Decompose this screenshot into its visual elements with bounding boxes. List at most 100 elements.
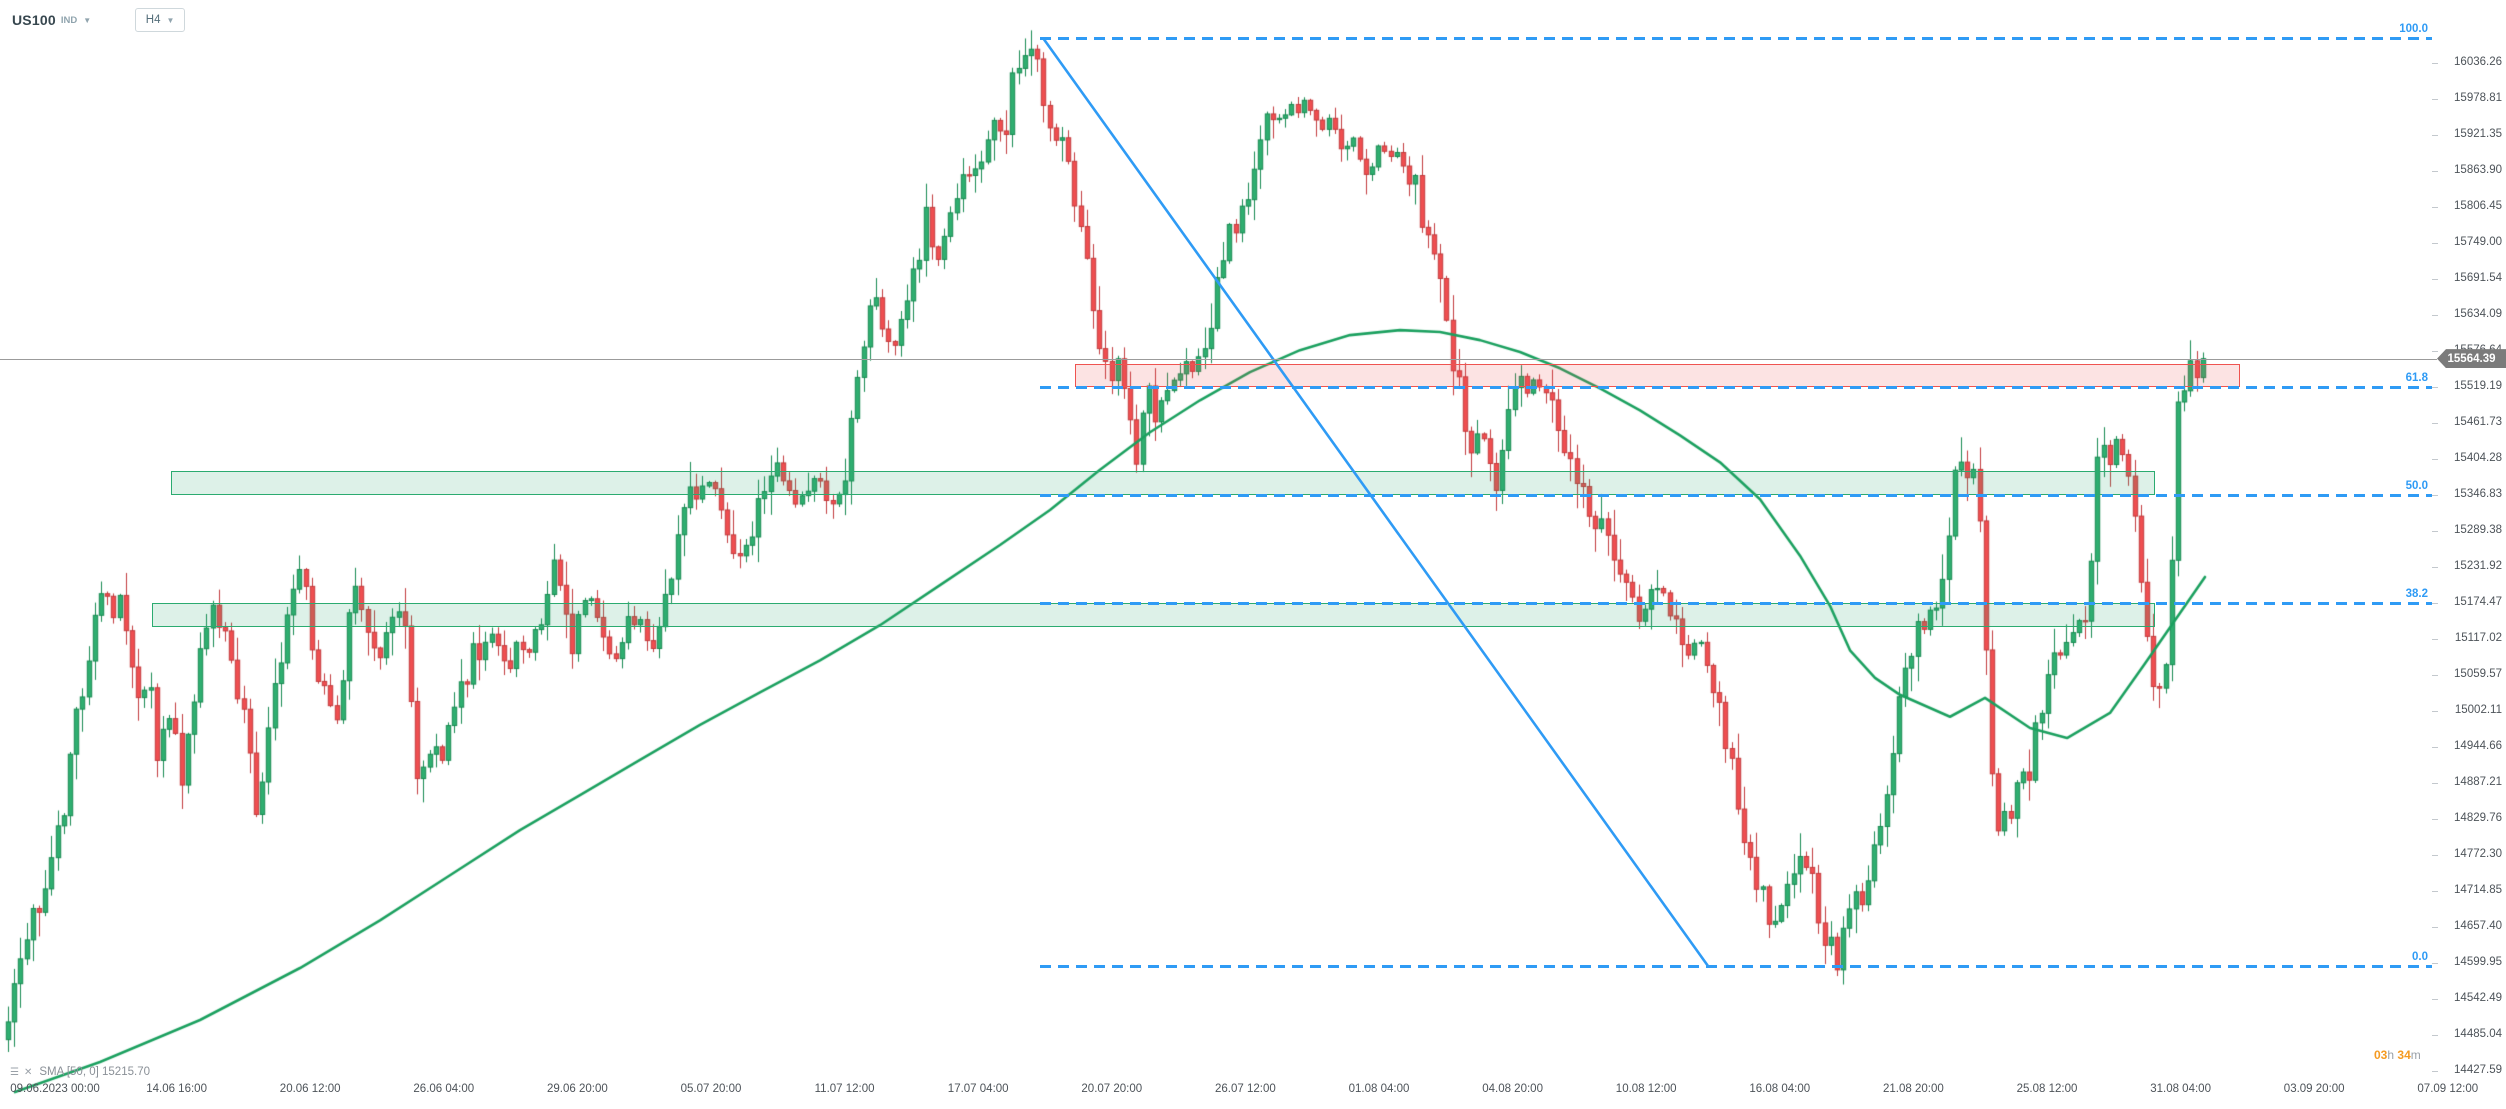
y-tick-mark bbox=[2432, 999, 2438, 1000]
x-axis-label: 20.07 20:00 bbox=[1081, 1083, 1143, 1095]
y-tick-mark bbox=[2432, 459, 2438, 460]
countdown-hours-unit: h bbox=[2387, 1048, 2395, 1062]
x-axis-label: 21.08 20:00 bbox=[1883, 1083, 1944, 1095]
y-tick-mark bbox=[2432, 855, 2438, 856]
y-tick-mark bbox=[2432, 819, 2438, 820]
fib-level-label-100.0: 100.0 bbox=[2399, 22, 2428, 35]
y-tick-mark bbox=[2432, 1035, 2438, 1036]
y-axis-tick: 14714.85 bbox=[2454, 884, 2502, 896]
y-tick-mark bbox=[2432, 567, 2438, 568]
y-axis-tick: 15346.83 bbox=[2454, 488, 2502, 500]
sma-value: 15215.70 bbox=[102, 1066, 150, 1078]
y-axis-tick: 14829.76 bbox=[2454, 812, 2502, 824]
y-axis-tick: 15117.02 bbox=[2454, 632, 2502, 644]
resistance-zone[interactable] bbox=[1075, 363, 2240, 387]
timeframe-dropdown[interactable]: H4 ▼ bbox=[135, 8, 186, 32]
y-axis-tick: 16036.26 bbox=[2454, 56, 2502, 68]
y-tick-mark bbox=[2432, 531, 2438, 532]
y-axis-tick: 15174.47 bbox=[2454, 596, 2502, 608]
indicator-settings-icon[interactable]: ☰ bbox=[10, 1066, 19, 1078]
fib-level-line-50.0[interactable] bbox=[1040, 494, 2432, 497]
y-axis-tick: 14599.95 bbox=[2454, 956, 2502, 968]
y-axis-tick: 14772.30 bbox=[2454, 848, 2502, 860]
y-tick-mark bbox=[2432, 1071, 2438, 1072]
y-axis-tick: 15404.28 bbox=[2454, 452, 2502, 464]
fib-level-label-61.8: 61.8 bbox=[2405, 372, 2428, 384]
y-tick-mark bbox=[2432, 135, 2438, 136]
symbol-caret-icon[interactable]: ▼ bbox=[83, 15, 92, 25]
y-tick-mark bbox=[2432, 963, 2438, 964]
chart-header: US100 IND ▼ H4 ▼ bbox=[12, 8, 186, 32]
countdown-hours: 03 bbox=[2374, 1048, 2388, 1062]
y-tick-mark bbox=[2432, 639, 2438, 640]
support-zone[interactable] bbox=[152, 603, 2155, 627]
support-zone[interactable] bbox=[171, 471, 2155, 495]
x-axis-label: 10.08 12:00 bbox=[1615, 1083, 1677, 1095]
y-axis-tick: 15289.38 bbox=[2454, 524, 2502, 536]
y-tick-mark bbox=[2432, 891, 2438, 892]
x-axis-label: 01.08 04:00 bbox=[1348, 1083, 1410, 1095]
y-tick-mark bbox=[2432, 99, 2438, 100]
y-tick-mark bbox=[2432, 783, 2438, 784]
y-axis-tick: 14485.04 bbox=[2454, 1028, 2502, 1040]
y-tick-mark bbox=[2432, 927, 2438, 928]
fib-level-line-38.2[interactable] bbox=[1040, 602, 2432, 605]
sma-legend-label: SMA [50, 0] 15215.70 bbox=[39, 1066, 150, 1078]
fib-level-line-61.8[interactable] bbox=[1040, 386, 2432, 389]
symbol-name: US100 bbox=[12, 12, 56, 28]
y-tick-mark bbox=[2432, 423, 2438, 424]
x-axis-label: 25.08 12:00 bbox=[2016, 1083, 2078, 1095]
y-axis-tick: 14887.21 bbox=[2454, 776, 2502, 788]
y-axis-tick: 15691.54 bbox=[2454, 272, 2502, 284]
indicator-remove-icon[interactable]: ✕ bbox=[23, 1066, 33, 1078]
y-tick-mark bbox=[2432, 171, 2438, 172]
fib-level-label-50.0: 50.0 bbox=[2405, 480, 2428, 492]
y-tick-mark bbox=[2432, 495, 2438, 496]
fib-level-line-100.0[interactable] bbox=[1040, 36, 2432, 40]
countdown-minutes: 34 bbox=[2397, 1048, 2411, 1062]
symbol-type-badge: IND bbox=[60, 14, 78, 26]
x-axis-label: 09.06.2023 00:00 bbox=[10, 1083, 100, 1095]
x-axis-label: 05.07 20:00 bbox=[680, 1083, 742, 1095]
y-axis-tick: 15863.90 bbox=[2454, 164, 2502, 176]
sma-name: SMA [50, 0] bbox=[39, 1066, 99, 1078]
y-axis-tick: 15002.11 bbox=[2454, 704, 2502, 716]
x-axis-label: 07.09 12:00 bbox=[2417, 1083, 2479, 1095]
bar-countdown: 03h 34m bbox=[2374, 1048, 2421, 1062]
x-axis-label: 16.08 04:00 bbox=[1749, 1083, 1811, 1095]
y-axis-tick: 15059.57 bbox=[2454, 668, 2502, 680]
y-axis-tick: 15749.00 bbox=[2454, 236, 2502, 248]
y-tick-mark bbox=[2432, 279, 2438, 280]
x-axis-label: 04.08 20:00 bbox=[1482, 1083, 1543, 1095]
x-axis-label: 26.06 04:00 bbox=[413, 1083, 475, 1095]
y-tick-mark bbox=[2432, 387, 2438, 388]
current-price-line bbox=[0, 358, 2437, 360]
x-axis-label: 14.06 16:00 bbox=[146, 1083, 207, 1095]
y-tick-mark bbox=[2432, 243, 2438, 244]
timeframe-label: H4 bbox=[145, 14, 161, 26]
y-tick-mark bbox=[2432, 711, 2438, 712]
y-axis-tick: 15921.35 bbox=[2454, 128, 2502, 140]
timeframe-caret-icon: ▼ bbox=[166, 15, 175, 25]
x-axis-label: 20.06 12:00 bbox=[279, 1083, 341, 1095]
y-tick-mark bbox=[2432, 603, 2438, 604]
x-axis-label: 31.08 04:00 bbox=[2150, 1083, 2211, 1095]
indicator-legend: ☰ ✕ SMA [50, 0] 15215.70 bbox=[10, 1066, 150, 1078]
y-axis-tick: 15231.92 bbox=[2454, 560, 2502, 572]
x-axis-label: 26.07 12:00 bbox=[1215, 1083, 1276, 1095]
y-tick-mark bbox=[2432, 747, 2438, 748]
current-price-badge: 15564.39 bbox=[2437, 349, 2506, 369]
y-axis-tick: 14542.49 bbox=[2454, 992, 2502, 1004]
y-axis-tick: 15461.73 bbox=[2454, 416, 2502, 428]
y-tick-mark bbox=[2432, 63, 2438, 64]
y-tick-mark bbox=[2432, 315, 2438, 316]
x-axis-label: 03.09 20:00 bbox=[2283, 1083, 2345, 1095]
y-axis-tick: 15806.45 bbox=[2454, 200, 2502, 212]
x-axis-label: 29.06 20:00 bbox=[547, 1083, 608, 1095]
y-tick-mark bbox=[2432, 675, 2438, 676]
y-axis-tick: 15978.81 bbox=[2454, 92, 2502, 104]
countdown-minutes-unit: m bbox=[2410, 1048, 2421, 1062]
fib-level-line-0.0[interactable] bbox=[1040, 964, 2432, 968]
